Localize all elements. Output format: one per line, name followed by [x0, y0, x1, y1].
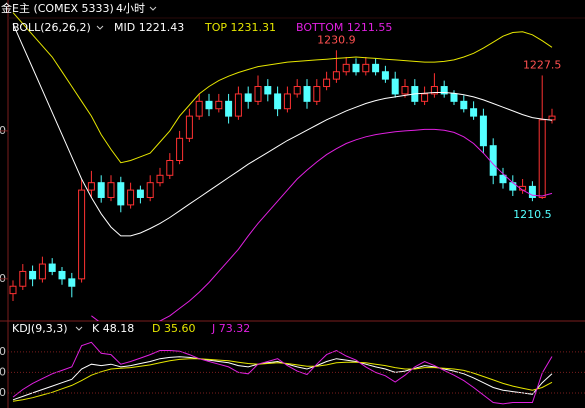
candle-body — [225, 100, 233, 117]
indicator-line — [12, 23, 553, 237]
candle-body — [244, 93, 252, 102]
candle-body — [548, 115, 556, 121]
candle-body — [234, 93, 242, 117]
candle-body — [372, 63, 380, 73]
price-panel — [9, 12, 556, 321]
candle-body — [9, 285, 17, 295]
candle-body — [107, 182, 115, 198]
candle-body — [117, 182, 125, 206]
indicator-name[interactable]: KDJ(9,3,3) — [12, 322, 68, 335]
legend-entry: K 48.18 — [92, 322, 134, 335]
candle-body — [332, 71, 340, 80]
candle-body — [283, 93, 291, 110]
candle-body — [97, 182, 105, 198]
candle-body — [313, 86, 321, 102]
candle-body — [479, 115, 487, 147]
price-annotation: 1210.5 — [513, 208, 552, 221]
indicator-dropdown[interactable] — [75, 326, 83, 331]
price-annotation: 1230.9 — [317, 33, 356, 46]
period-dropdown[interactable] — [149, 6, 157, 11]
indicator-line — [91, 128, 553, 321]
candle-body — [401, 86, 409, 95]
candle-body — [538, 119, 546, 198]
candle-body — [362, 63, 370, 73]
legend-entry: J 73.32 — [211, 322, 250, 335]
price-annotation: 1227.5 — [523, 58, 562, 71]
instrument-title: 金E主 (COMEX 5333) — [1, 1, 114, 15]
candle-body — [489, 145, 497, 176]
candle-body — [146, 182, 154, 198]
candle-body — [156, 174, 164, 184]
indicator-name[interactable]: BOLL(26,26,2) — [12, 21, 91, 34]
candle-body — [450, 93, 458, 102]
candle-body — [87, 182, 95, 191]
candle-body — [470, 108, 478, 117]
candle-body — [58, 270, 66, 280]
candle-body — [460, 100, 468, 110]
candle-body — [136, 189, 144, 198]
candle-body — [166, 160, 174, 176]
candle-body — [293, 86, 301, 95]
candle-body — [274, 93, 282, 110]
candle-body — [176, 137, 184, 162]
kdj-panel — [12, 341, 553, 405]
candle-body — [440, 86, 448, 95]
candle-body — [381, 71, 389, 80]
indicator-line — [12, 341, 553, 405]
candle-body — [195, 100, 203, 117]
y-tick-label: 50 — [0, 365, 6, 378]
candle-body — [215, 100, 223, 110]
candle-body — [19, 270, 27, 287]
candle-body — [127, 189, 135, 206]
candle-body — [48, 263, 56, 272]
indicator-line — [12, 358, 553, 402]
legend-entry: TOP 1231.31 — [204, 21, 276, 34]
candle-body — [391, 78, 399, 95]
candle-body — [78, 189, 86, 280]
candle-body — [205, 100, 213, 110]
labels: 金E主 (COMEX 5333) 4小时 BOLL(26,26,2) KDJ(9… — [0, 1, 561, 399]
candle-body — [303, 86, 311, 102]
period-selector[interactable]: 4小时 — [116, 2, 145, 15]
y-tick-label: 80 — [0, 345, 6, 358]
candle-body — [499, 174, 507, 184]
candle-body — [430, 86, 438, 95]
indicator-dropdown[interactable] — [96, 25, 104, 30]
candle-body — [421, 93, 429, 102]
legend-entry: BOTTOM 1211.55 — [296, 21, 392, 34]
legend-entry: MID 1221.43 — [114, 21, 184, 34]
candle-body — [254, 86, 262, 102]
candle-body — [68, 278, 76, 287]
legend-entry: D 35.60 — [152, 322, 195, 335]
candle-body — [38, 263, 46, 280]
candle-body — [264, 86, 272, 95]
candle-body — [323, 78, 331, 88]
y-tick-label: 20 — [0, 386, 6, 399]
candle-body — [528, 185, 536, 198]
candle-body — [29, 270, 37, 280]
candle-body — [352, 63, 360, 73]
candle-body — [185, 115, 193, 139]
candle-body — [342, 63, 350, 73]
indicator-line — [12, 12, 553, 164]
